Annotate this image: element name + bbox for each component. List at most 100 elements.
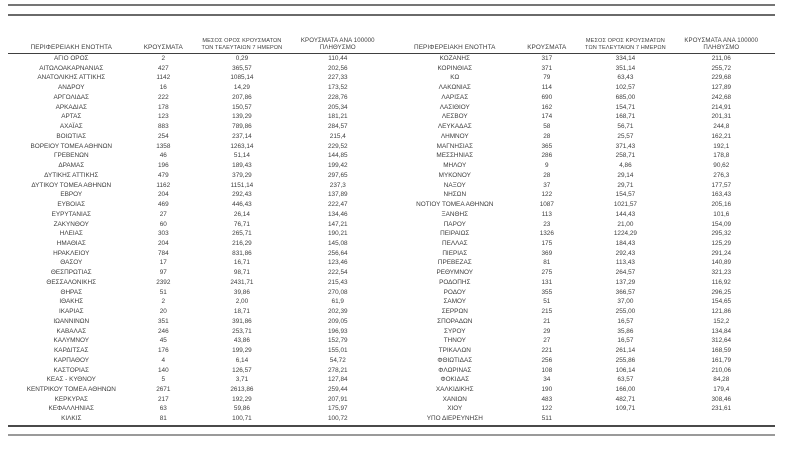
cell-7day-average: 150,57	[232, 103, 252, 111]
cell-per-100k: 100,72	[328, 415, 348, 423]
cell-cases: 469	[157, 201, 169, 209]
cell-cases: 1087	[539, 201, 554, 209]
cell-7day-average: 366,57	[615, 288, 636, 296]
cell-region: ΔΥΤΙΚΗΣ ΑΤΤΙΚΗΣ	[44, 171, 99, 179]
table-row: ΔΥΤΙΚΟΥ ΤΟΜΕΑ ΑΘΗΝΩΝ 1162 1151,14 237,3	[8, 181, 392, 191]
cell-region: ΛΑΣΙΘΙΟΥ	[439, 103, 470, 111]
cell-cases: 1358	[156, 142, 171, 150]
cell-region: ΓΡΕΒΕΝΩΝ	[53, 152, 89, 160]
cell-region: ΦΛΩΡΙΝΑΣ	[438, 366, 472, 374]
cell-cases: 21	[543, 317, 551, 325]
cell-region: ΑΓΙΟ ΟΡΟΣ	[54, 55, 89, 63]
cell-per-100k: 145,08	[328, 239, 348, 247]
cell-7day-average: 59,86	[233, 405, 250, 413]
cell-per-100k: 237,3	[329, 181, 346, 189]
cell-per-100k: 209,05	[328, 317, 348, 325]
cell-7day-average: 184,43	[615, 239, 636, 247]
cell-cases: 317	[541, 55, 553, 63]
cell-region: ΝΟΤΙΟΥ ΤΟΜΕΑ ΑΘΗΝΩΝ	[416, 201, 494, 209]
cell-cases: 196	[157, 162, 169, 170]
cell-cases: 221	[541, 347, 553, 355]
cell-region: ΥΠΟ ΔΙΕΡΕΥΝΗΣΗ	[426, 415, 483, 423]
cell-7day-average: 154,57	[615, 191, 636, 199]
cell-7day-average: 255,86	[615, 356, 636, 364]
cell-7day-average: 39,86	[233, 288, 250, 296]
cell-7day-average: 168,71	[615, 113, 636, 121]
cell-per-100k: 154,65	[711, 298, 732, 306]
cell-per-100k: 101,6	[713, 210, 730, 218]
table-row: ΖΑΚΥΝΘΟΥ 60 76,71 147,21	[8, 219, 392, 229]
table-row: ΘΑΣΟΥ 17 16,71 123,46	[8, 258, 392, 268]
cell-7day-average: 255,00	[615, 308, 636, 316]
cell-region: ΝΑΞΟΥ	[443, 181, 466, 189]
cell-region: ΗΛΕΙΑΣ	[59, 230, 83, 238]
cell-per-100k: 255,72	[711, 64, 732, 72]
cell-per-100k: 177,57	[711, 181, 732, 189]
table-row: ΔΥΤΙΚΗΣ ΑΤΤΙΚΗΣ 479 379,29 297,65	[8, 171, 392, 181]
cell-cases: 286	[541, 152, 553, 160]
cell-cases: 1326	[539, 230, 554, 238]
cell-region: ΜΥΚΟΝΟΥ	[438, 171, 471, 179]
cell-cases: 215	[541, 308, 553, 316]
cell-7day-average: 189,43	[232, 162, 252, 170]
table-row: ΤΗΝΟΥ 27 16,57 312,64	[392, 336, 776, 346]
cell-region: ΚΩ	[450, 74, 460, 82]
header-region: ΠΕΡΙΦΕΡΕΙΑΚΗ ΕΝΟΤΗΤΑ	[413, 43, 496, 51]
table-row: ΣΠΟΡΑΔΩΝ 21 16,57 152,2	[392, 317, 776, 327]
cell-cases: 45	[159, 337, 167, 345]
cell-per-100k: 321,23	[711, 269, 732, 277]
cell-7day-average: 199,29	[232, 347, 252, 355]
cell-region: ΣΥΡΟΥ	[444, 327, 466, 335]
table-row: ΧΙΟΥ 122 109,71 231,61	[392, 404, 776, 414]
table-row: ΚΕΡΚΥΡΑΣ 217 192,29 207,91	[8, 395, 392, 405]
table-row: ΣΥΡΟΥ 29 35,86 134,84	[392, 327, 776, 337]
cell-region: ΠΡΕΒΕΖΑΣ	[437, 259, 472, 267]
cell-per-100k: 201,31	[711, 113, 732, 121]
cell-per-100k: 211,06	[711, 55, 731, 63]
table-row: ΝΟΤΙΟΥ ΤΟΜΕΑ ΑΘΗΝΩΝ 1087 1021,57 205,16	[392, 200, 776, 210]
cell-cases: 113	[541, 210, 552, 218]
cell-region: ΚΙΛΚΙΣ	[61, 415, 82, 423]
cell-cases: 51	[159, 288, 167, 296]
cell-per-100k: 284,57	[328, 123, 348, 131]
cell-cases: 217	[157, 395, 169, 403]
cell-region: ΧΙΟΥ	[447, 405, 463, 413]
cell-region: ΖΑΚΥΝΘΟΥ	[53, 220, 89, 228]
bottom-rule-thick	[8, 425, 775, 427]
cell-region: ΣΠΟΡΑΔΩΝ	[437, 317, 473, 325]
cell-region: ΘΗΡΑΣ	[60, 288, 83, 296]
cell-7day-average: 1224,29	[613, 230, 637, 238]
cell-7day-average: 685,00	[615, 93, 636, 101]
table-header-left: ΠΕΡΙΦΕΡΕΙΑΚΗ ΕΝΟΤΗΤΑ ΚΡΟΥΣΜΑΤΑ ΜΕΣΟΣ ΟΡΟ…	[8, 20, 392, 54]
table-row: ΜΑΓΝΗΣΙΑΣ 365 371,43 192,1	[392, 142, 776, 152]
cell-cases: 97	[159, 269, 167, 277]
cell-7day-average: 56,71	[617, 123, 634, 131]
cell-7day-average: 292,43	[232, 191, 252, 199]
cell-7day-average: 371,43	[615, 142, 636, 150]
header-cases: ΚΡΟΥΣΜΑΤΑ	[527, 43, 567, 51]
cell-7day-average: 21,00	[617, 220, 634, 228]
cell-region: ΜΕΣΣΗΝΙΑΣ	[436, 152, 474, 160]
table-row: ΕΥΡΥΤΑΝΙΑΣ 27 26,14 134,46	[8, 210, 392, 220]
table-row: ΚΑΒΑΛΑΣ 246 253,71 196,93	[8, 327, 392, 337]
cell-per-100k: 168,59	[711, 347, 732, 355]
cell-region: ΑΝΑΤΟΛΙΚΗΣ ΑΤΤΙΚΗΣ	[37, 74, 106, 82]
cell-per-100k: 270,08	[328, 288, 348, 296]
table-row: ΑΧΑΪΑΣ 883 789,86 284,57	[8, 122, 392, 132]
cell-7day-average: 264,57	[615, 269, 636, 277]
cell-per-100k: 161,79	[711, 356, 732, 364]
table-row: ΠΕΛΛΑΣ 175 184,43 125,29	[392, 239, 776, 249]
cell-region: ΑΙΤΩΛΟΑΚΑΡΝΑΝΙΑΣ	[39, 64, 104, 72]
table-row: ΛΑΚΩΝΙΑΣ 114 102,57 127,89	[392, 83, 776, 93]
cell-region: ΣΑΜΟΥ	[443, 298, 467, 306]
cell-cases: 2392	[156, 278, 171, 286]
cell-per-100k: 144,85	[328, 152, 348, 160]
cell-region: ΤΗΝΟΥ	[443, 337, 466, 345]
cell-region: ΙΚΑΡΙΑΣ	[58, 308, 84, 316]
cell-7day-average: 63,57	[617, 376, 634, 384]
cell-7day-average: 98,71	[233, 269, 250, 277]
cell-region: ΗΡΑΚΛΕΙΟΥ	[53, 249, 90, 257]
cell-cases: 427	[157, 64, 169, 72]
cell-region: ΣΕΡΡΩΝ	[441, 308, 468, 316]
